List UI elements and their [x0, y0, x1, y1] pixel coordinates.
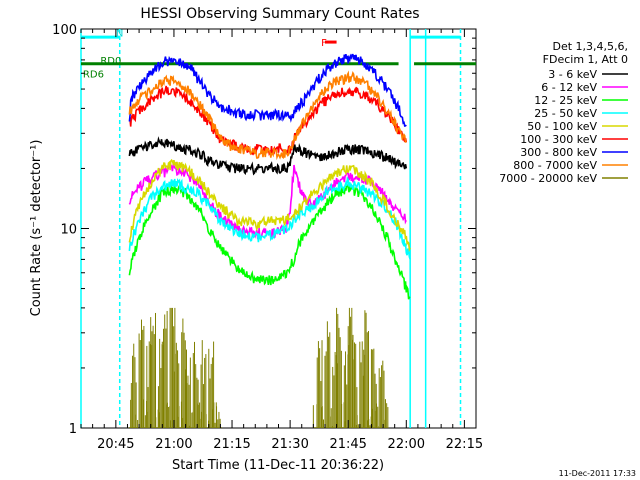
series-800-7000-kev [128, 70, 407, 161]
legend-label-3: 25 - 50 keV [534, 107, 597, 120]
x-tick-label-2: 21:15 [213, 437, 250, 452]
y-axis-label: Count Rate (s⁻¹ detector⁻¹) [29, 140, 44, 317]
x-axis-label: Start Time (11-Dec-11 20:36:22) [172, 458, 384, 473]
x-tick-label-1: 21:00 [155, 437, 192, 452]
series-3-6-kev [128, 136, 408, 176]
series-300-800-kev [128, 53, 407, 127]
vertical-markers [80, 29, 462, 428]
x-tick-label-4: 21:45 [329, 437, 366, 452]
annotation-rd0: RD0 [100, 56, 121, 67]
annotation-n: N [116, 29, 123, 40]
legend: Det 1,3,4,5,6,FDecim 1, Att 0 3 - 6 keV6 … [499, 40, 628, 185]
x-tick-label-3: 21:30 [271, 437, 308, 452]
flag-segments [81, 35, 476, 66]
legend-label-7: 800 - 7000 keV [513, 159, 597, 172]
legend-header-1: FDecim 1, Att 0 [543, 53, 628, 66]
annotation-rd6: RD6 [83, 69, 104, 80]
y-axis: 1 10 100 [52, 23, 476, 437]
y-tick-label-0: 1 [69, 422, 77, 437]
series-25-50-kev [128, 176, 411, 260]
annotations: N RD0 RD6 F [83, 29, 327, 81]
legend-label-0: 3 - 6 keV [548, 68, 597, 81]
legend-label-5: 100 - 300 keV [520, 133, 597, 146]
y-tick-label-1: 10 [60, 223, 77, 238]
legend-label-8: 7000 - 20000 keV [499, 172, 597, 185]
x-axis: 20:45 21:00 21:15 21:30 21:45 22:00 22:15 [80, 29, 483, 452]
legend-label-6: 300 - 800 keV [520, 146, 597, 159]
legend-label-2: 12 - 25 keV [534, 94, 597, 107]
chart-title: HESSI Observing Summary Count Rates [140, 6, 419, 22]
y-tick-label-2: 100 [52, 23, 77, 38]
annotation-f: F [321, 38, 327, 49]
legend-header-0: Det 1,3,4,5,6, [552, 40, 628, 53]
timestamp-footer: 11-Dec-2011 17:33 [559, 469, 636, 478]
x-tick-label-6: 22:15 [446, 437, 483, 452]
legend-label-1: 6 - 12 keV [541, 81, 597, 94]
series-12-25-kev [128, 182, 411, 300]
x-tick-label-0: 20:45 [97, 437, 134, 452]
series-50-100-kev [128, 158, 411, 253]
legend-label-4: 50 - 100 keV [527, 120, 597, 133]
series-group [128, 53, 411, 428]
x-tick-label-5: 22:00 [388, 437, 425, 452]
